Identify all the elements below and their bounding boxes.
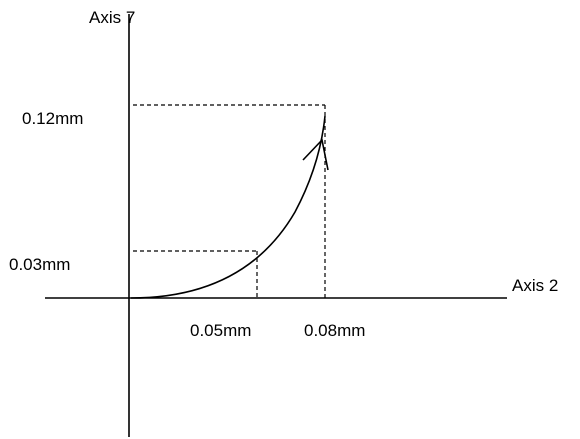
direction-arrow-icon xyxy=(302,138,329,171)
y-end-label: 0.12mm xyxy=(22,109,83,128)
x-end-label: 0.08mm xyxy=(304,321,365,340)
x-point-label: 0.05mm xyxy=(190,321,251,340)
y-axis-label: Axis 7 xyxy=(89,8,135,27)
y-point-label: 0.03mm xyxy=(9,255,70,274)
motion-curve xyxy=(130,115,326,299)
x-axis-label: Axis 2 xyxy=(512,276,558,295)
